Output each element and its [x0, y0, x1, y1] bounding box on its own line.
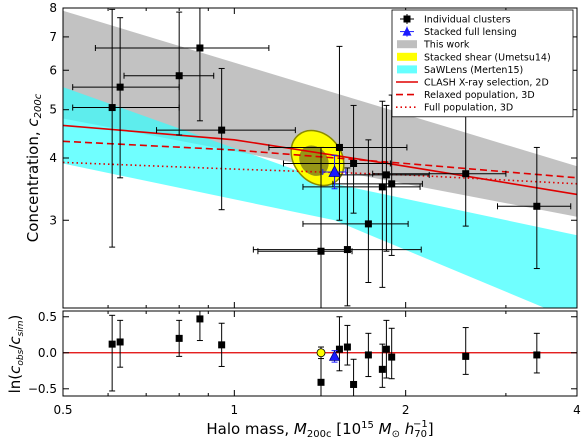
residual-marker-11 [382, 345, 390, 353]
cluster-marker-11 [382, 171, 390, 179]
residual-shear-marker-0 [316, 348, 326, 358]
legend-marker-4 [397, 65, 417, 74]
x-axis-label-subscript: 200c [307, 429, 332, 440]
bottom-panel-frame [62, 310, 578, 397]
y-tick-label-top-5: 8 [49, 1, 57, 15]
residual-marker-3 [196, 315, 204, 323]
x-axis-label-units-close: ] [428, 420, 434, 438]
y-tick-label-top-0: 3 [49, 213, 57, 227]
x-axis-label-units-solar: ⊙ [392, 429, 400, 440]
y-tick-label-bot-2: 0.5 [38, 310, 57, 324]
residual-marker-0 [108, 340, 116, 348]
ratio-label-sim-sub: sim [16, 320, 26, 336]
x-axis-label-units-h-sub: 70 [414, 429, 427, 440]
residual-marker-7 [343, 343, 351, 351]
bottom-panel: 0.5 1 2 4−0.50.00.5 ln(cobs/csim) Halo mass… [6, 310, 581, 440]
stacked-full-marker-0 [328, 165, 341, 177]
cluster-marker-3 [196, 44, 204, 52]
y-axis-label-symbol: c [24, 118, 42, 127]
y-tick-label-bot-0: −0.5 [28, 382, 57, 396]
legend-label-3: Stacked shear (Umetsu14) [424, 52, 551, 63]
legend-marker-3 [397, 52, 417, 61]
cluster-marker-10 [378, 183, 386, 191]
legend-label-7: Full population, 3D [424, 103, 513, 114]
x-axis-label-units-h-exp: −1 [413, 419, 428, 430]
bottom-plot-area [63, 311, 577, 396]
ratio-label-obs-sub: obs [16, 349, 26, 365]
residual-marker-10 [378, 365, 386, 373]
top-panel: 3 4 5 6 7 8 Concentration, c200c Individual c… [24, 1, 578, 309]
y-axis-label-main: Concentration, [24, 127, 42, 243]
residual-marker-5 [317, 378, 325, 386]
x-axis-label-main: Halo mass, [206, 420, 294, 438]
residual-marker-2 [175, 334, 183, 342]
y-tick-label-top-3: 6 [49, 63, 57, 77]
residual-marker-1 [116, 338, 124, 346]
x-tick-label-2: 2 [402, 403, 410, 417]
x-axis-label-symbol: M [294, 420, 307, 438]
y-tick-label-top-4: 7 [49, 30, 57, 44]
legend-marker-2 [397, 40, 417, 49]
legend-label-4: SaWLens (Merten15) [424, 65, 523, 76]
legend-marker-1 [402, 26, 412, 36]
cluster-marker-13 [462, 170, 470, 178]
ratio-label-c-sim: c [6, 336, 24, 345]
cluster-marker-7 [343, 246, 351, 254]
model-line-2 [63, 161, 577, 185]
cluster-marker-0 [108, 104, 116, 112]
cluster-marker-12 [388, 180, 396, 188]
x-axis-label-units-h: h [400, 420, 414, 438]
cluster-marker-1 [116, 83, 124, 91]
cluster-marker-9 [364, 220, 372, 228]
y-tick-label-top-2: 5 [49, 103, 57, 117]
y-tick-label-top-1: 4 [49, 151, 57, 165]
ratio-label-close: ) [6, 315, 24, 321]
model-line-0 [63, 124, 577, 196]
band-1 [63, 87, 577, 308]
legend-marker-0 [403, 15, 411, 23]
legend-label-6: Relaxed population, 3D [424, 90, 535, 101]
residual-full-marker-0 [328, 350, 341, 361]
x-axis-label: Halo mass, M200c [1015 M⊙ h70−1] [206, 419, 433, 440]
legend-label-0: Individual clusters [424, 15, 511, 26]
x-axis-label-units-open: [10 [331, 420, 361, 438]
residual-marker-4 [218, 341, 226, 349]
residual-marker-12 [388, 353, 396, 361]
cluster-marker-4 [218, 126, 226, 134]
legend-box [391, 9, 574, 118]
residual-marker-13 [462, 352, 470, 360]
legend-label-1: Stacked full lensing [424, 27, 517, 38]
cluster-marker-8 [350, 159, 358, 167]
x-tick-label-0: 0.5 [53, 403, 72, 417]
y-axis-label-top: Concentration, c200c [24, 93, 44, 242]
cluster-marker-6 [335, 143, 343, 151]
ratio-label-slash: / [6, 344, 24, 350]
cluster-marker-2 [175, 72, 183, 80]
cluster-marker-5 [317, 247, 325, 255]
ratio-label-ln-open: ln( [6, 374, 24, 394]
residual-marker-14 [533, 351, 541, 359]
cluster-marker-14 [533, 202, 541, 210]
x-axis-label-units-exponent: 15 [361, 420, 374, 431]
x-tick-label-1: 1 [231, 403, 239, 417]
y-axis-label-bottom: ln(cobs/csim) [6, 315, 26, 394]
legend-label-2: This work [423, 40, 470, 51]
residual-marker-6 [335, 345, 343, 353]
legend-label-5: CLASH X-ray selection, 2D [424, 78, 549, 89]
residual-marker-8 [350, 380, 358, 388]
y-tick-label-bot-1: 0.0 [38, 346, 57, 360]
ratio-label-c-obs: c [6, 365, 24, 374]
model-line-1 [63, 140, 577, 179]
top-plot-area [63, 8, 577, 308]
residual-marker-9 [364, 351, 372, 359]
y-axis-label-subscript: 200c [33, 93, 44, 118]
x-tick-label-3: 4 [573, 403, 581, 417]
x-axis-label-units-mass: M [374, 420, 392, 438]
band-0 [63, 10, 577, 217]
bottom-axes: 0.5 1 2 4 −0.5 0.0 0.5 [28, 310, 581, 417]
